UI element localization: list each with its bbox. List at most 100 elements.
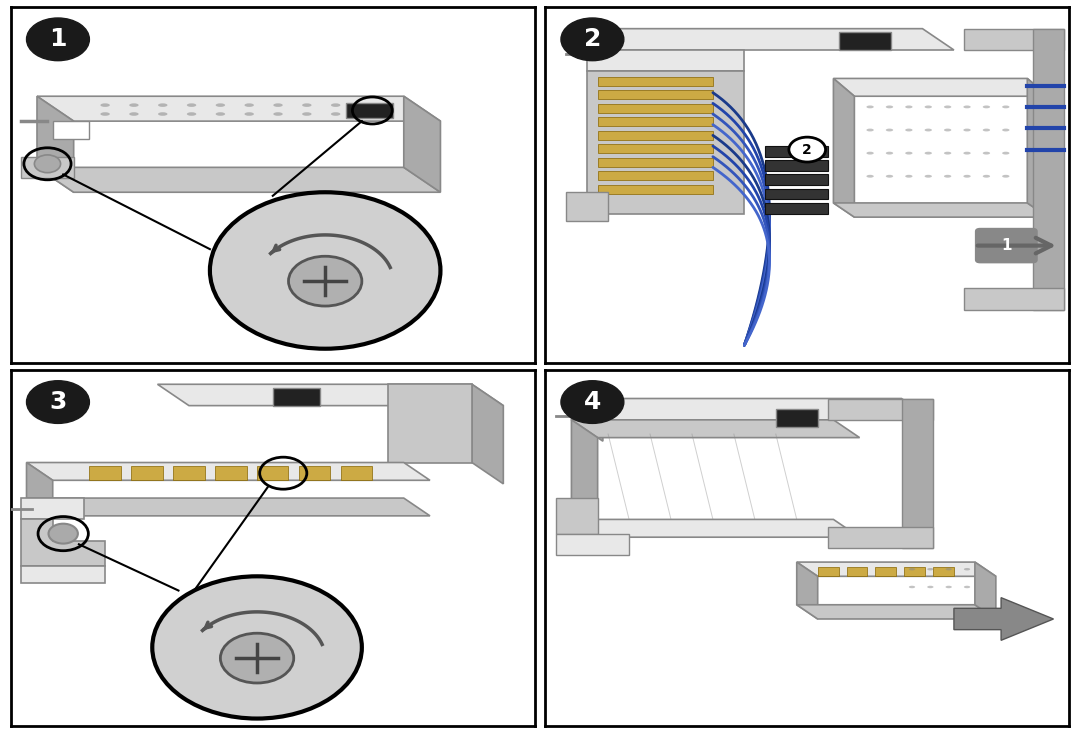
- Polygon shape: [588, 29, 619, 71]
- Ellipse shape: [216, 112, 225, 116]
- Ellipse shape: [946, 586, 951, 588]
- Polygon shape: [834, 78, 854, 217]
- Ellipse shape: [866, 106, 874, 108]
- Ellipse shape: [244, 103, 254, 107]
- Bar: [257, 466, 288, 480]
- Bar: [775, 409, 818, 427]
- Bar: [597, 103, 713, 113]
- Bar: [766, 203, 828, 213]
- Ellipse shape: [924, 175, 932, 177]
- Polygon shape: [588, 29, 954, 50]
- Ellipse shape: [946, 568, 951, 570]
- Text: 1: 1: [1001, 238, 1012, 253]
- Ellipse shape: [130, 112, 138, 116]
- Ellipse shape: [963, 128, 971, 131]
- Text: 4: 4: [583, 390, 602, 414]
- Circle shape: [220, 633, 294, 683]
- Polygon shape: [22, 520, 105, 566]
- Polygon shape: [571, 520, 860, 537]
- Ellipse shape: [187, 103, 197, 107]
- FancyBboxPatch shape: [975, 228, 1038, 263]
- Ellipse shape: [360, 112, 369, 116]
- Bar: [597, 130, 713, 139]
- Ellipse shape: [963, 152, 971, 155]
- Ellipse shape: [905, 106, 913, 108]
- Polygon shape: [404, 96, 441, 192]
- Polygon shape: [588, 71, 744, 213]
- Ellipse shape: [330, 103, 340, 107]
- Bar: [215, 466, 246, 480]
- Polygon shape: [27, 463, 430, 480]
- Circle shape: [49, 523, 78, 544]
- Polygon shape: [834, 78, 1049, 96]
- Polygon shape: [37, 96, 73, 192]
- Ellipse shape: [302, 103, 311, 107]
- Ellipse shape: [944, 152, 951, 155]
- Ellipse shape: [963, 175, 971, 177]
- Ellipse shape: [302, 112, 311, 116]
- Ellipse shape: [924, 152, 932, 155]
- Ellipse shape: [944, 128, 951, 131]
- Bar: [597, 117, 713, 126]
- Polygon shape: [571, 420, 860, 438]
- Bar: [173, 466, 205, 480]
- Polygon shape: [27, 498, 430, 516]
- Ellipse shape: [187, 112, 197, 116]
- Ellipse shape: [963, 568, 970, 570]
- Polygon shape: [571, 399, 933, 420]
- Ellipse shape: [924, 128, 932, 131]
- Circle shape: [288, 257, 362, 306]
- Bar: [341, 466, 373, 480]
- Polygon shape: [975, 562, 996, 619]
- Ellipse shape: [273, 112, 283, 116]
- Bar: [299, 466, 330, 480]
- Text: 3: 3: [50, 390, 67, 414]
- Ellipse shape: [1002, 175, 1010, 177]
- Polygon shape: [1032, 29, 1064, 309]
- Ellipse shape: [905, 152, 913, 155]
- Ellipse shape: [983, 106, 990, 108]
- Polygon shape: [571, 420, 597, 537]
- Polygon shape: [571, 399, 603, 441]
- Bar: [847, 567, 867, 576]
- Ellipse shape: [905, 128, 913, 131]
- Ellipse shape: [928, 586, 933, 588]
- Ellipse shape: [924, 106, 932, 108]
- Ellipse shape: [158, 112, 167, 116]
- Bar: [766, 188, 828, 199]
- Ellipse shape: [983, 175, 990, 177]
- Polygon shape: [22, 498, 84, 520]
- Bar: [818, 567, 839, 576]
- Polygon shape: [1027, 78, 1049, 217]
- Polygon shape: [828, 526, 933, 548]
- Text: 2: 2: [583, 27, 602, 51]
- Ellipse shape: [1002, 128, 1010, 131]
- Ellipse shape: [866, 152, 874, 155]
- Circle shape: [561, 18, 624, 61]
- Circle shape: [152, 576, 362, 718]
- Ellipse shape: [130, 103, 138, 107]
- Polygon shape: [566, 192, 608, 221]
- Bar: [132, 466, 163, 480]
- Ellipse shape: [158, 103, 167, 107]
- Bar: [904, 567, 926, 576]
- Polygon shape: [834, 203, 1049, 217]
- Ellipse shape: [928, 568, 933, 570]
- Ellipse shape: [886, 152, 893, 155]
- Text: 2: 2: [802, 143, 812, 157]
- Ellipse shape: [330, 112, 340, 116]
- Polygon shape: [902, 399, 933, 548]
- Ellipse shape: [100, 103, 110, 107]
- Polygon shape: [954, 597, 1053, 641]
- Polygon shape: [37, 167, 441, 192]
- Bar: [597, 77, 713, 86]
- Ellipse shape: [909, 568, 915, 570]
- Ellipse shape: [963, 586, 970, 588]
- Ellipse shape: [273, 103, 283, 107]
- Polygon shape: [27, 463, 53, 516]
- Circle shape: [788, 137, 825, 162]
- Ellipse shape: [866, 175, 874, 177]
- Ellipse shape: [963, 106, 971, 108]
- Circle shape: [27, 380, 90, 424]
- Bar: [90, 466, 121, 480]
